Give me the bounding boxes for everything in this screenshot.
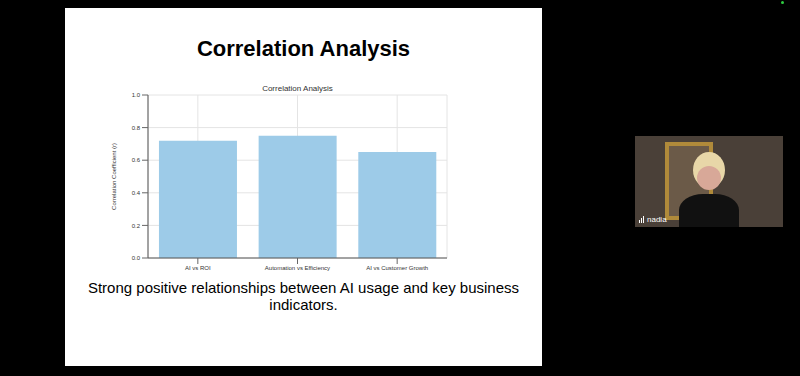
svg-text:Automation vs Efficiency: Automation vs Efficiency [265,265,330,271]
html-text:Strong positive relationships: Strong positive relationships between AI… [87,279,519,313]
html-text:Correlation Analysis: Correlation Analysis [196,36,411,61]
svg-text:0.6: 0.6 [132,157,141,163]
svg-text:AI vs Customer Growth: AI vs Customer Growth [366,265,428,271]
svg-text:Correlation Coefficient (r): Correlation Coefficient (r) [111,143,117,210]
svg-text:0.4: 0.4 [132,190,141,196]
svg-text:0.8: 0.8 [132,125,141,131]
html-text:nadia: nadia [647,215,667,224]
svg-text:1.0: 1.0 [132,92,141,98]
svg-text:0.2: 0.2 [132,223,141,229]
html-text:Correlation Analysis: Correlation Analysis [262,84,333,93]
svg-text:AI vs ROI: AI vs ROI [185,265,211,271]
svg-text:0.0: 0.0 [132,255,141,261]
